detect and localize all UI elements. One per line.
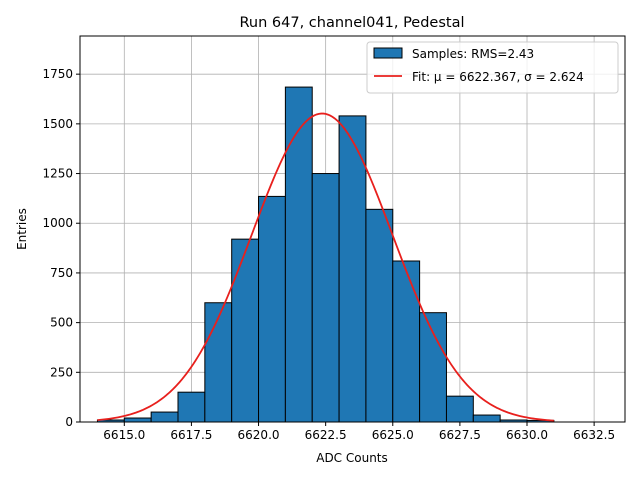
- histogram-bar: [392, 260, 421, 423]
- y-tick-label: 1750: [42, 67, 73, 81]
- y-axis-label: Entries: [15, 208, 29, 250]
- histogram-bar: [231, 238, 260, 423]
- histogram-bar: [472, 414, 501, 423]
- x-tick-label: 6632.5: [573, 428, 615, 442]
- x-tick-label: 6625.0: [372, 428, 414, 442]
- y-tick-label: 750: [50, 266, 73, 280]
- histogram-bar: [311, 173, 340, 423]
- x-tick-label: 6627.5: [439, 428, 481, 442]
- histogram-bar: [204, 302, 233, 423]
- histogram-bar: [445, 395, 474, 423]
- legend-box: [366, 41, 619, 94]
- y-tick-label: 1250: [42, 167, 73, 181]
- histogram-bar: [177, 391, 206, 423]
- legend: Samples: RMS=2.43 Fit: μ = 6622.367, σ =…: [366, 41, 619, 94]
- y-tick-label: 250: [50, 365, 73, 379]
- histogram-bar: [123, 417, 152, 423]
- fit-curve-layer: [97, 112, 554, 422]
- y-tick-label: 1000: [42, 216, 73, 230]
- x-tick-label: 6622.5: [305, 428, 347, 442]
- histogram-bar: [365, 208, 394, 423]
- legend-label-fit: Fit: μ = 6622.367, σ = 2.624: [412, 70, 584, 84]
- y-tick-label: 1500: [42, 117, 73, 131]
- legend-label-samples: Samples: RMS=2.43: [412, 47, 534, 61]
- x-tick-label: 6630.0: [506, 428, 548, 442]
- histogram-bars: [96, 86, 555, 423]
- plot-frame: [79, 35, 626, 423]
- histogram-bar: [150, 411, 179, 423]
- histogram-bar: [258, 195, 286, 423]
- x-tick-label: 6620.0: [238, 428, 280, 442]
- y-tick-label: 500: [50, 316, 73, 330]
- y-tick-label: 0: [65, 415, 73, 429]
- histogram-bar: [284, 86, 313, 423]
- chart-title: Run 647, channel041, Pedestal: [239, 15, 464, 31]
- fit-curve: [97, 112, 554, 422]
- x-tick-label: 6615.0: [103, 428, 145, 442]
- legend-swatch-samples: [373, 47, 403, 59]
- histogram-bar: [338, 115, 367, 423]
- x-axis-label: ADC Counts: [316, 451, 388, 465]
- histogram-bar: [419, 312, 447, 423]
- x-axis-ticks: 6615.0 6617.5 6620.0 6622.5 6625.0 6627.5 6630…: [103, 422, 615, 442]
- y-axis-ticks: 0 250 500 750 1000 1250 1500 1750: [42, 67, 80, 429]
- x-tick-label: 6617.5: [170, 428, 212, 442]
